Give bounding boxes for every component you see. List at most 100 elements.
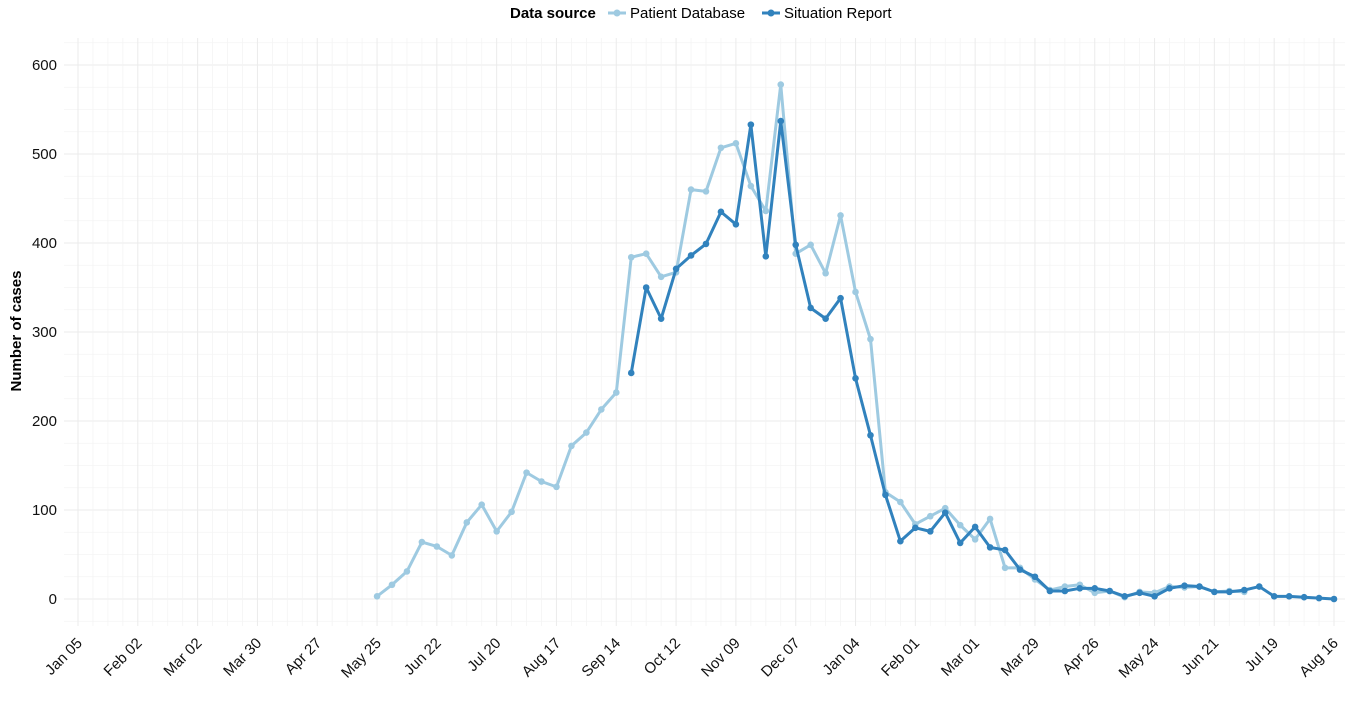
data-point <box>867 431 874 439</box>
data-point <box>747 182 755 190</box>
y-tick-label: 300 <box>32 324 57 341</box>
data-point <box>956 521 964 529</box>
data-point <box>837 294 844 302</box>
data-point <box>418 538 426 546</box>
data-point <box>897 498 904 506</box>
data-point <box>627 253 635 261</box>
data-point <box>777 117 785 125</box>
data-point <box>897 537 904 545</box>
data-point <box>702 240 710 248</box>
data-point <box>986 515 994 523</box>
x-tick-label: Mar 02 <box>160 635 205 680</box>
data-point <box>807 304 814 312</box>
x-tick-label: Apr 26 <box>1059 635 1102 678</box>
y-axis: 0 100 200 300 400 500 600 <box>32 57 57 608</box>
series-layer <box>373 81 1338 603</box>
data-point <box>1106 587 1114 595</box>
data-point <box>642 284 650 291</box>
y-axis-title: Number of cases <box>8 271 25 392</box>
x-tick-label: Sep 14 <box>578 635 624 681</box>
data-point <box>598 406 605 413</box>
data-point <box>822 269 829 277</box>
data-point <box>1091 585 1099 592</box>
data-point <box>882 491 889 499</box>
x-tick-label: Nov 09 <box>698 635 744 681</box>
data-point <box>971 523 979 531</box>
data-point <box>777 81 785 88</box>
series-situation-report <box>627 117 1338 603</box>
x-tick-label: Jun 22 <box>401 635 445 679</box>
data-point <box>1031 573 1039 581</box>
data-point <box>1255 583 1263 590</box>
y-tick-label: 600 <box>32 57 57 74</box>
x-tick-label: Mar 30 <box>220 635 265 680</box>
data-point <box>657 315 665 322</box>
x-tick-label: Mar 01 <box>938 635 983 680</box>
data-point <box>1001 564 1009 572</box>
x-tick-label: Aug 16 <box>1296 635 1342 681</box>
grid <box>64 38 1345 626</box>
data-point <box>1181 582 1188 589</box>
data-point <box>732 140 740 147</box>
data-point <box>1330 595 1338 603</box>
data-point <box>508 508 515 516</box>
x-tick-label: Feb 02 <box>101 635 146 680</box>
data-point <box>672 265 680 273</box>
data-point <box>1016 566 1024 573</box>
data-point <box>792 241 800 249</box>
data-point <box>433 543 441 550</box>
x-axis: Jan 05 Feb 02 Mar 02 Mar 30 Apr 27 May 25 Jun … <box>42 635 1342 682</box>
data-point <box>926 528 934 535</box>
data-point <box>388 581 396 589</box>
x-tick-label: May 24 <box>1116 635 1163 682</box>
x-tick-label: May 25 <box>338 635 385 682</box>
data-point <box>1061 587 1069 595</box>
data-point <box>627 369 635 377</box>
legend-marker <box>613 9 621 17</box>
data-point <box>1285 593 1293 600</box>
data-point <box>807 241 814 249</box>
data-point <box>553 483 560 491</box>
data-point <box>822 315 829 322</box>
data-point <box>1270 593 1278 600</box>
data-point <box>373 593 381 600</box>
data-point <box>717 144 725 152</box>
x-tick-label: Jul 20 <box>464 635 504 675</box>
data-point <box>1136 589 1143 597</box>
legend-title: Data source <box>510 5 596 22</box>
data-point <box>478 501 486 508</box>
legend: Data source Patient Database Situation Re… <box>510 5 892 22</box>
x-tick-label: Dec 07 <box>758 635 804 681</box>
data-point <box>403 568 411 575</box>
data-point <box>762 253 770 260</box>
data-point <box>1226 588 1233 596</box>
x-tick-label: Mar 29 <box>998 635 1043 680</box>
data-point <box>642 250 650 257</box>
data-point <box>463 519 471 526</box>
data-point <box>1121 593 1128 600</box>
data-point <box>657 273 665 281</box>
data-point <box>568 442 575 450</box>
data-point <box>926 512 934 520</box>
data-point <box>583 429 590 436</box>
x-tick-label: Jan 05 <box>42 635 86 679</box>
data-point <box>1240 586 1248 594</box>
data-point <box>971 536 979 543</box>
data-point <box>1076 585 1084 592</box>
data-point <box>1196 583 1203 590</box>
data-point <box>837 212 844 219</box>
data-point <box>612 389 620 396</box>
data-point <box>687 186 695 193</box>
y-tick-label: 400 <box>32 235 57 252</box>
data-point <box>1166 585 1173 592</box>
data-point <box>941 509 949 516</box>
data-point <box>493 528 500 535</box>
y-tick-label: 200 <box>32 413 57 430</box>
data-point <box>732 221 740 228</box>
data-point <box>538 478 545 485</box>
data-point <box>852 374 859 382</box>
data-point <box>1151 593 1158 600</box>
data-point <box>687 252 695 259</box>
data-point <box>1211 588 1218 596</box>
